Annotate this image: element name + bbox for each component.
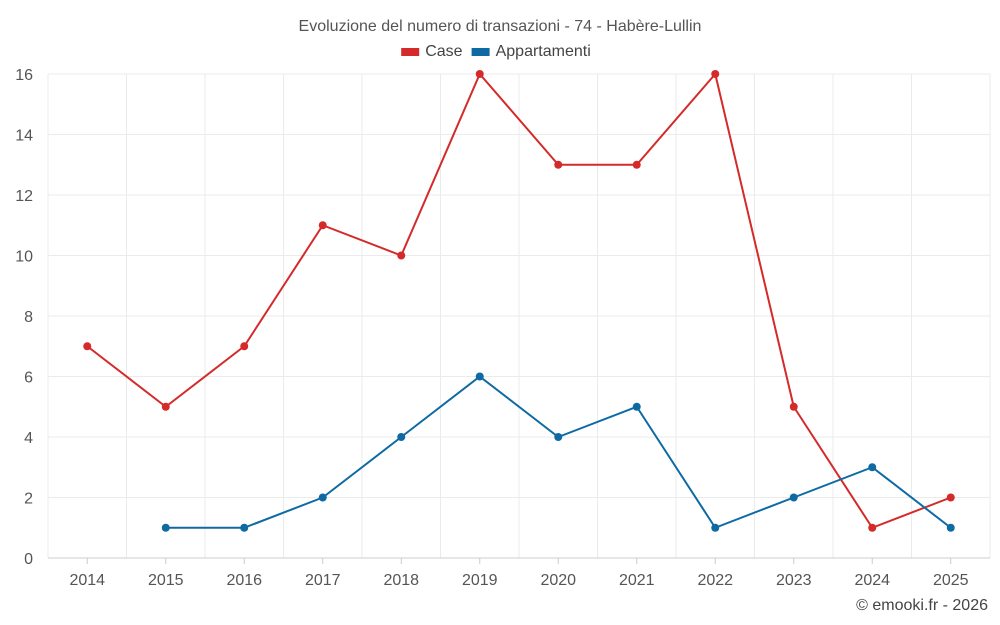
data-point-appartamenti [318,493,327,502]
x-tick-label: 2016 [226,572,262,589]
data-point-case [475,70,484,78]
data-point-appartamenti [946,523,955,532]
data-point-appartamenti [789,493,798,502]
data-point-case [789,402,798,411]
data-point-case [868,523,877,532]
data-point-case [632,160,641,169]
y-tick-label: 6 [24,370,33,387]
data-point-case [711,70,720,78]
x-tick-label: 2018 [383,572,419,589]
axes: 0 2 4 6 8 10 12 14 16 2014 2015 2016 2017 2018 2019 202… [15,67,990,589]
data-point-case [946,493,955,502]
data-point-appartamenti [554,433,563,441]
data-point-case [240,342,249,351]
y-tick-label: 10 [15,249,33,266]
x-tick-label: 2020 [540,572,576,589]
x-tick-label: 2021 [619,572,655,589]
data-point-case [554,160,563,169]
x-tick-label: 2022 [697,572,733,589]
x-tick-label: 2023 [776,572,812,589]
y-tick-label: 8 [24,309,33,326]
series-line-case [86,73,952,529]
y-tick-label: 16 [15,67,33,84]
x-tick-label: 2024 [854,572,890,589]
y-tick-label: 0 [24,551,33,568]
legend: Case Appartamenti [401,43,591,60]
legend-label-appartamenti: Appartamenti [496,43,591,60]
data-point-case [397,251,406,260]
data-point-appartamenti [161,523,170,532]
y-tick-label: 14 [15,128,33,145]
data-point-appartamenti [711,523,720,532]
grid [47,73,991,558]
series-layer [83,70,955,532]
data-point-case [161,402,170,411]
x-tick-label: 2025 [933,572,969,589]
footer-credit: © emooki.fr - 2026 [856,597,988,614]
data-point-appartamenti [240,523,249,532]
y-tick-label: 4 [24,430,33,447]
y-tick-label: 2 [24,491,33,508]
legend-swatch-appartamenti [471,48,490,56]
data-point-appartamenti [397,433,406,441]
x-tick-label: 2014 [69,572,105,589]
data-point-case [318,221,327,230]
x-tick-label: 2015 [148,572,184,589]
chart-title: Evoluzione del numero di transazioni - 7… [299,18,702,35]
data-point-case [83,342,92,351]
y-tick-label: 12 [15,188,33,205]
data-point-appartamenti [475,372,484,381]
x-tick-label: 2017 [305,572,341,589]
legend-label-case: Case [425,43,462,60]
legend-swatch-case [401,48,420,56]
data-point-appartamenti [868,463,877,472]
x-tick-label: 2019 [462,572,498,589]
data-point-appartamenti [632,402,641,411]
